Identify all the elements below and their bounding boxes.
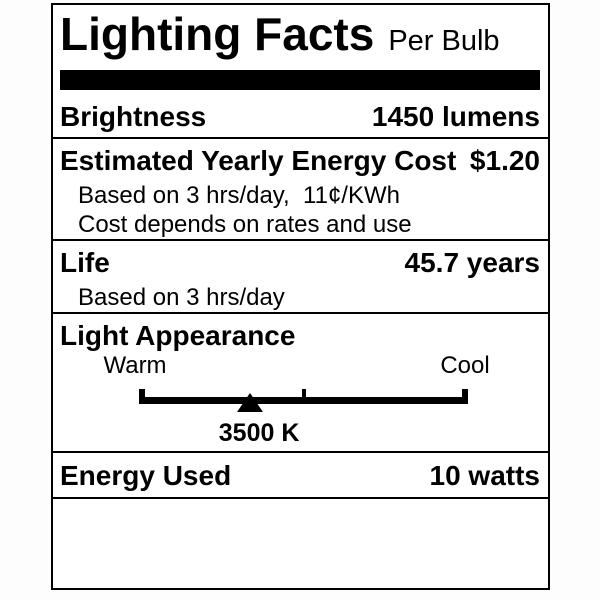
scale-mid-tick-icon: [301, 389, 306, 404]
life-label: Life: [60, 247, 110, 278]
scale-right-tick-icon: [462, 389, 468, 404]
cool-label: Cool: [440, 352, 490, 379]
kelvin-row: 3500 K: [60, 420, 540, 446]
warm-cool-labels: Warm Cool: [60, 352, 540, 379]
page-title: Lighting Facts: [60, 8, 375, 60]
energy-used-label: Energy Used: [60, 460, 232, 491]
divider: [53, 451, 548, 453]
brightness-row: Brightness 1450 lumens: [53, 95, 548, 137]
life-basis-note: Based on 3 hrs/day: [78, 284, 285, 311]
color-temperature-scale: [60, 379, 540, 414]
scale-left-tick-icon: [139, 389, 145, 404]
divider: [53, 312, 548, 314]
energy-used-value: 10 watts: [429, 460, 541, 491]
energy-cost-disclaimer-note: Cost depends on rates and use: [78, 211, 412, 238]
energy-cost-value: $1.20: [469, 145, 540, 176]
divider: [53, 239, 548, 241]
lighting-facts-label: Lighting Facts Per Bulb Brightness 1450 l…: [51, 3, 550, 590]
header-black-bar: [60, 70, 540, 90]
energy-cost-basis-note: Based on 3 hrs/day, 11¢/KWh: [78, 182, 400, 209]
energy-cost-label: Estimated Yearly Energy Cost: [60, 145, 457, 176]
life-row: Life 45.7 years: [53, 241, 548, 283]
energy-cost-row: Estimated Yearly Energy Cost $1.20: [53, 139, 548, 181]
scale-bar: [139, 397, 468, 404]
kelvin-marker-icon: [236, 393, 263, 412]
divider: [53, 137, 548, 139]
life-section: Life 45.7 years Based on 3 hrs/day: [53, 241, 548, 312]
label-header: Lighting Facts Per Bulb: [53, 5, 548, 58]
divider: [53, 497, 548, 499]
light-appearance-heading: Light Appearance: [60, 320, 296, 351]
life-value: 45.7 years: [404, 247, 540, 278]
brightness-label: Brightness: [60, 101, 207, 132]
energy-cost-section: Estimated Yearly Energy Cost $1.20 Based…: [53, 139, 548, 239]
warm-label: Warm: [103, 352, 167, 379]
energy-used-row: Energy Used 10 watts: [53, 453, 548, 497]
per-bulb-label: Per Bulb: [388, 25, 500, 57]
kelvin-value: 3500 K: [218, 419, 300, 447]
brightness-value: 1450 lumens: [371, 101, 540, 132]
light-appearance-section: Light Appearance Warm Cool 3500 K: [53, 314, 548, 451]
